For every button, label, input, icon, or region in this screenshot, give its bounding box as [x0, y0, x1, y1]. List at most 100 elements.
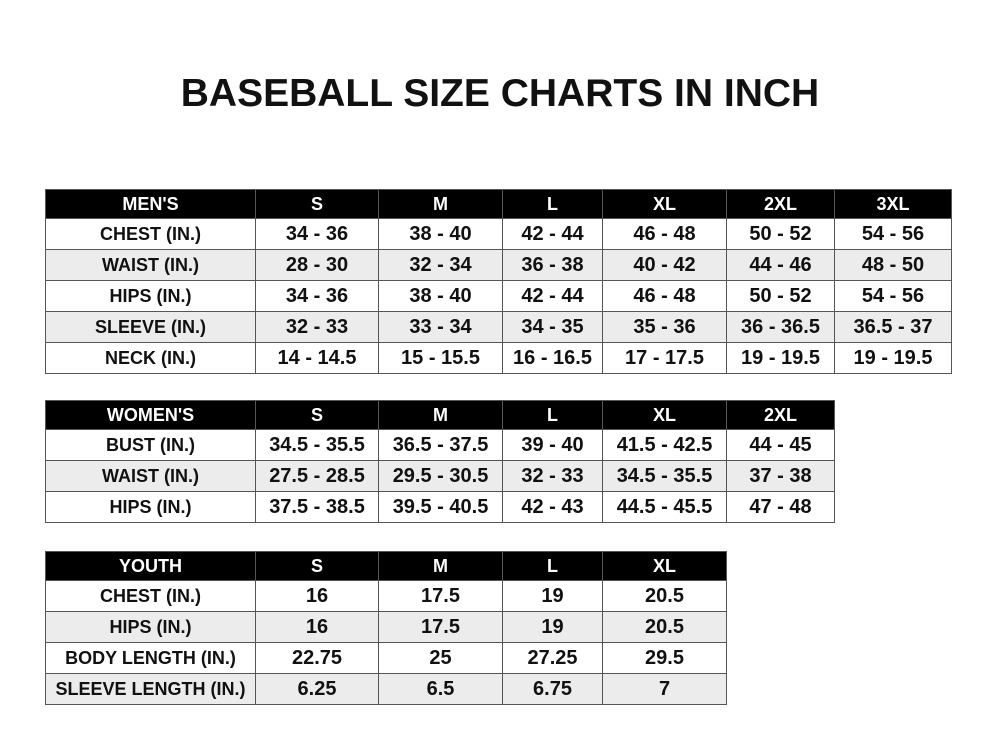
measurement-cell: 42 - 44	[502, 218, 603, 250]
measurement-cell: 28 - 30	[255, 249, 379, 281]
youth-size-table: YOUTH S M L XL CHEST (IN.) 16 17.5 19 20.5 HIPS (I…	[45, 551, 727, 705]
measurement-label: BODY LENGTH (IN.)	[45, 642, 256, 674]
measurement-cell: 25	[378, 642, 503, 674]
measurement-cell: 16	[255, 580, 379, 612]
measurement-cell: 34 - 36	[255, 280, 379, 312]
measurement-cell: 44.5 - 45.5	[602, 491, 727, 523]
size-header: L	[502, 189, 603, 219]
measurement-label: HIPS (IN.)	[45, 491, 256, 523]
table-row: HIPS (IN.) 34 - 36 38 - 40 42 - 44 46 - 48 50…	[45, 280, 952, 312]
size-header: 3XL	[834, 189, 952, 219]
measurement-cell: 34.5 - 35.5	[602, 460, 727, 492]
measurement-label: WAIST (IN.)	[45, 249, 256, 281]
measurement-cell: 32 - 33	[502, 460, 603, 492]
size-header: L	[502, 400, 603, 430]
mens-size-table: MEN'S S M L XL 2XL 3XL CHEST (IN.) 34 - 36 38 - 4…	[45, 189, 952, 374]
measurement-cell: 6.75	[502, 673, 603, 705]
measurement-cell: 38 - 40	[378, 218, 503, 250]
size-header: S	[255, 189, 379, 219]
measurement-cell: 19	[502, 611, 603, 643]
measurement-cell: 36 - 38	[502, 249, 603, 281]
measurement-label: CHEST (IN.)	[45, 218, 256, 250]
measurement-cell: 50 - 52	[726, 280, 835, 312]
table-row: HIPS (IN.) 37.5 - 38.5 39.5 - 40.5 42 - 43 4…	[45, 491, 835, 523]
measurement-label: WAIST (IN.)	[45, 460, 256, 492]
measurement-cell: 54 - 56	[834, 280, 952, 312]
size-header: 2XL	[726, 400, 835, 430]
measurement-cell: 32 - 34	[378, 249, 503, 281]
size-header: M	[378, 400, 503, 430]
table-row: CHEST (IN.) 34 - 36 38 - 40 42 - 44 46 - 48 5…	[45, 218, 952, 250]
size-header: S	[255, 400, 379, 430]
measurement-cell: 29.5	[602, 642, 727, 674]
table-row: SLEEVE (IN.) 32 - 33 33 - 34 34 - 35 35 - 36…	[45, 311, 952, 343]
size-header: M	[378, 551, 503, 581]
measurement-label: NECK (IN.)	[45, 342, 256, 374]
measurement-cell: 27.5 - 28.5	[255, 460, 379, 492]
measurement-cell: 17.5	[378, 611, 503, 643]
measurement-cell: 42 - 44	[502, 280, 603, 312]
measurement-cell: 42 - 43	[502, 491, 603, 523]
measurement-cell: 44 - 45	[726, 429, 835, 461]
measurement-label: CHEST (IN.)	[45, 580, 256, 612]
size-header: L	[502, 551, 603, 581]
size-header: 2XL	[726, 189, 835, 219]
table-header-row: YOUTH S M L XL	[45, 551, 727, 581]
measurement-cell: 35 - 36	[602, 311, 727, 343]
size-header: S	[255, 551, 379, 581]
category-header: MEN'S	[45, 189, 256, 219]
measurement-cell: 6.5	[378, 673, 503, 705]
measurement-cell: 47 - 48	[726, 491, 835, 523]
measurement-cell: 32 - 33	[255, 311, 379, 343]
table-row: CHEST (IN.) 16 17.5 19 20.5	[45, 580, 727, 612]
measurement-cell: 7	[602, 673, 727, 705]
measurement-cell: 14 - 14.5	[255, 342, 379, 374]
measurement-cell: 6.25	[255, 673, 379, 705]
measurement-cell: 44 - 46	[726, 249, 835, 281]
measurement-cell: 38 - 40	[378, 280, 503, 312]
measurement-cell: 48 - 50	[834, 249, 952, 281]
measurement-cell: 41.5 - 42.5	[602, 429, 727, 461]
measurement-label: HIPS (IN.)	[45, 280, 256, 312]
measurement-cell: 34 - 36	[255, 218, 379, 250]
measurement-cell: 46 - 48	[602, 280, 727, 312]
measurement-cell: 19	[502, 580, 603, 612]
table-row: NECK (IN.) 14 - 14.5 15 - 15.5 16 - 16.5 17 …	[45, 342, 952, 374]
measurement-cell: 39 - 40	[502, 429, 603, 461]
table-row: HIPS (IN.) 16 17.5 19 20.5	[45, 611, 727, 643]
size-header: XL	[602, 400, 727, 430]
size-header: XL	[602, 551, 727, 581]
category-header: WOMEN'S	[45, 400, 256, 430]
size-header: XL	[602, 189, 727, 219]
measurement-cell: 50 - 52	[726, 218, 835, 250]
measurement-cell: 54 - 56	[834, 218, 952, 250]
measurement-cell: 19 - 19.5	[726, 342, 835, 374]
table-row: BUST (IN.) 34.5 - 35.5 36.5 - 37.5 39 - 40 4…	[45, 429, 835, 461]
measurement-cell: 16 - 16.5	[502, 342, 603, 374]
measurement-cell: 40 - 42	[602, 249, 727, 281]
measurement-cell: 39.5 - 40.5	[378, 491, 503, 523]
table-row: WAIST (IN.) 28 - 30 32 - 34 36 - 38 40 - 42 4…	[45, 249, 952, 281]
measurement-cell: 16	[255, 611, 379, 643]
measurement-label: SLEEVE (IN.)	[45, 311, 256, 343]
measurement-label: SLEEVE LENGTH (IN.)	[45, 673, 256, 705]
table-header-row: WOMEN'S S M L XL 2XL	[45, 400, 835, 430]
measurement-cell: 37 - 38	[726, 460, 835, 492]
category-header: YOUTH	[45, 551, 256, 581]
measurement-cell: 27.25	[502, 642, 603, 674]
measurement-label: BUST (IN.)	[45, 429, 256, 461]
page-title: BASEBALL SIZE CHARTS IN INCH	[180, 72, 820, 115]
measurement-cell: 36.5 - 37.5	[378, 429, 503, 461]
measurement-cell: 29.5 - 30.5	[378, 460, 503, 492]
measurement-cell: 33 - 34	[378, 311, 503, 343]
table-row: WAIST (IN.) 27.5 - 28.5 29.5 - 30.5 32 - 33…	[45, 460, 835, 492]
measurement-cell: 15 - 15.5	[378, 342, 503, 374]
measurement-cell: 36.5 - 37	[834, 311, 952, 343]
measurement-cell: 20.5	[602, 611, 727, 643]
measurement-cell: 46 - 48	[602, 218, 727, 250]
measurement-cell: 17 - 17.5	[602, 342, 727, 374]
size-header: M	[378, 189, 503, 219]
measurement-cell: 20.5	[602, 580, 727, 612]
measurement-cell: 34.5 - 35.5	[255, 429, 379, 461]
